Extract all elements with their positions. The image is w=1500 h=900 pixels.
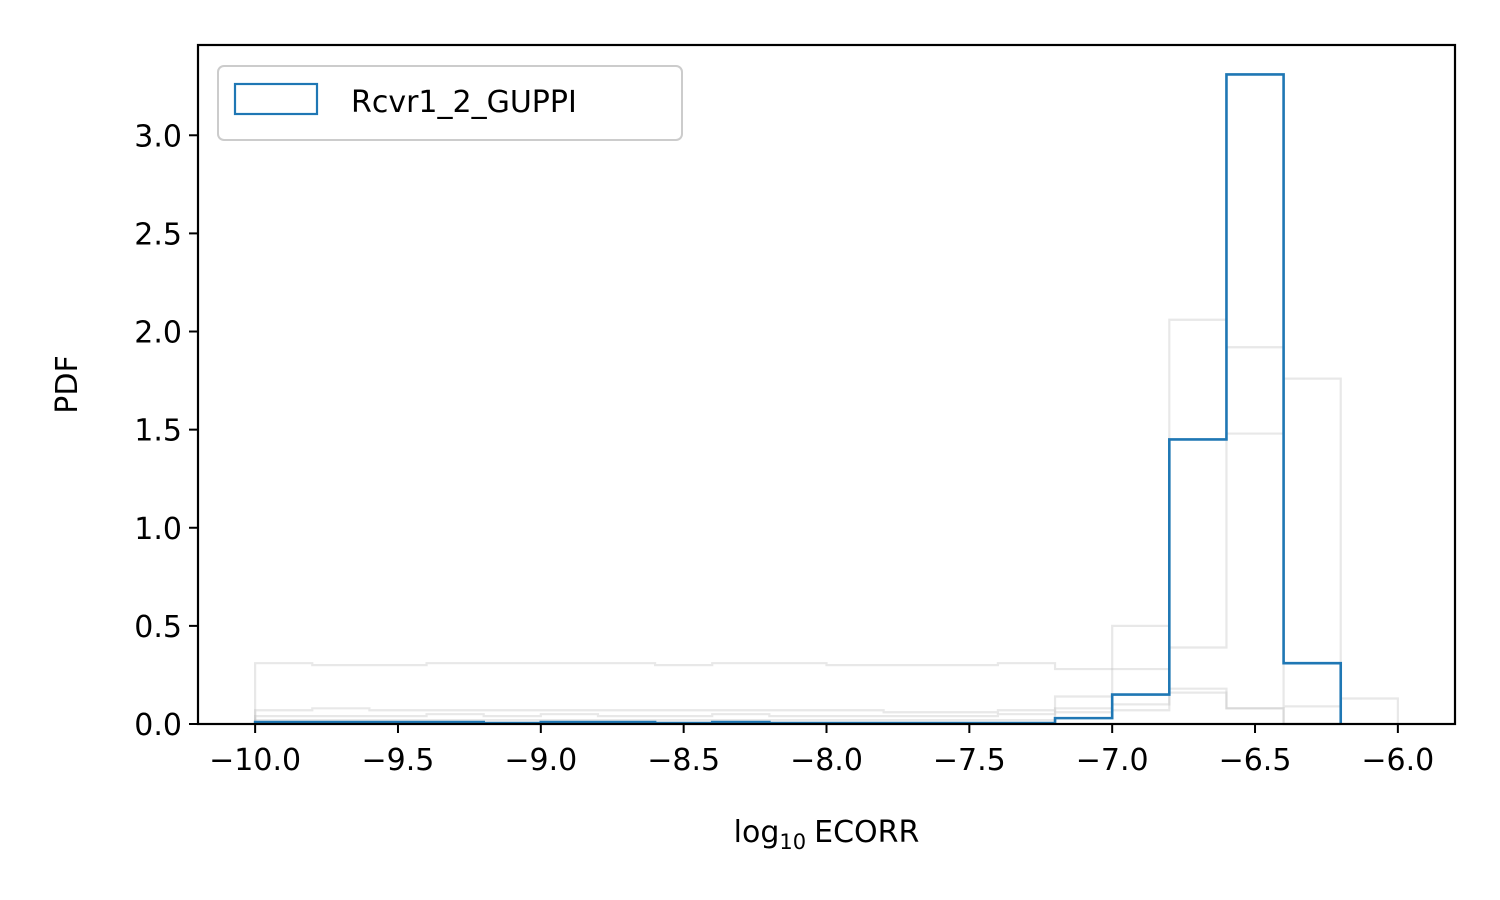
y-tick-label: 0.0: [134, 708, 182, 743]
y-axis-label: PDF: [50, 355, 85, 413]
legend: Rcvr1_2_GUPPI: [217, 65, 683, 141]
x-axis-label-log: log: [734, 815, 780, 850]
x-tick-label: −6.5: [1219, 743, 1292, 778]
x-tick-label: −7.5: [933, 743, 1006, 778]
x-axis-label-subscript: 10: [779, 830, 806, 854]
y-tick-label: 0.5: [134, 610, 182, 645]
y-tick-label: 1.5: [134, 414, 182, 449]
x-tick-label: −8.0: [790, 743, 863, 778]
histogram-series-background-1: [254, 318, 1342, 724]
y-tick-label: 3.0: [134, 119, 182, 154]
histogram-series-background-2: [254, 377, 1399, 724]
x-axis-label-rest: ECORR: [814, 815, 919, 850]
legend-box: [217, 65, 683, 141]
x-tick-label: −10.0: [209, 743, 301, 778]
histogram-series-highlighted: [253, 73, 1343, 725]
x-axis-label: log10 ECORR: [734, 815, 920, 854]
histogram-series-background-4: [254, 691, 1341, 726]
legend-label: Rcvr1_2_GUPPI: [351, 85, 577, 120]
plot-frame: [196, 43, 1457, 726]
x-tick-label: −9.0: [504, 743, 577, 778]
y-tick-label: 2.0: [134, 316, 182, 351]
x-tick-label: −9.5: [362, 743, 435, 778]
y-axis: 0.0 0.5 1.0 1.5 2.0 2.5 3.0: [134, 119, 198, 743]
x-tick-label: −7.0: [1076, 743, 1149, 778]
y-tick-label: 2.5: [134, 217, 182, 252]
x-tick-label: −6.0: [1361, 743, 1434, 778]
x-tick-label: −8.5: [647, 743, 720, 778]
histogram-series-background-3: [254, 667, 1341, 726]
legend-swatch: [233, 82, 319, 116]
series-layer: [253, 73, 1399, 726]
x-axis: −10.0 −9.5 −9.0 −8.5 −8.0 −7.5 −7.0 −6.5 −6.0: [209, 724, 1434, 778]
y-tick-label: 1.0: [134, 512, 182, 547]
